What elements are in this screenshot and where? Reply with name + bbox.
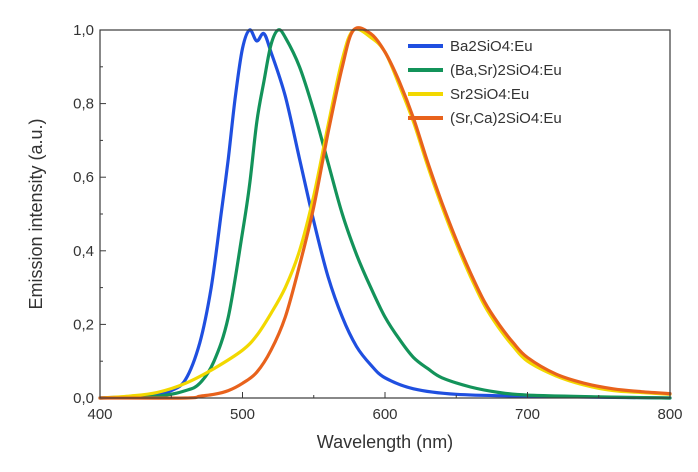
x-tick-label: 600 <box>372 406 397 423</box>
series-line-2 <box>98 28 672 400</box>
x-tick-label: 700 <box>515 406 540 423</box>
y-tick-label: 0,4 <box>73 243 94 260</box>
x-tick-label: 400 <box>87 406 112 423</box>
x-axis: 400 500 600 700 800 <box>87 392 683 423</box>
x-tick-label: 500 <box>230 406 255 423</box>
y-tick-label: 0,2 <box>73 316 94 333</box>
y-tick-label: 1,0 <box>73 22 94 39</box>
legend-label-2: (Ba,Sr)2SiO4:Eu <box>450 62 562 79</box>
series-line-4 <box>98 26 672 400</box>
y-tick-label: 0,0 <box>73 390 94 407</box>
y-axis-title: Emission intensity (a.u.) <box>26 118 46 309</box>
legend: Ba2SiO4:Eu (Ba,Sr)2SiO4:Eu Sr2SiO4:Eu (Sr,C… <box>408 38 562 127</box>
series-line-1 <box>98 28 672 400</box>
y-tick-label: 0,6 <box>73 169 94 186</box>
legend-label-1: Ba2SiO4:Eu <box>450 38 533 55</box>
legend-label-3: Sr2SiO4:Eu <box>450 86 529 103</box>
plot-lines <box>98 26 672 400</box>
y-tick-label: 0,8 <box>73 96 94 113</box>
series-line-3 <box>98 27 672 400</box>
x-tick-label: 800 <box>657 406 682 423</box>
legend-label-4: (Sr,Ca)2SiO4:Eu <box>450 110 562 127</box>
y-axis: 0,0 0,2 0,4 0,6 0,8 1,0 <box>73 22 106 407</box>
plot-frame <box>99 29 671 399</box>
x-axis-title: Wavelength (nm) <box>317 432 453 452</box>
